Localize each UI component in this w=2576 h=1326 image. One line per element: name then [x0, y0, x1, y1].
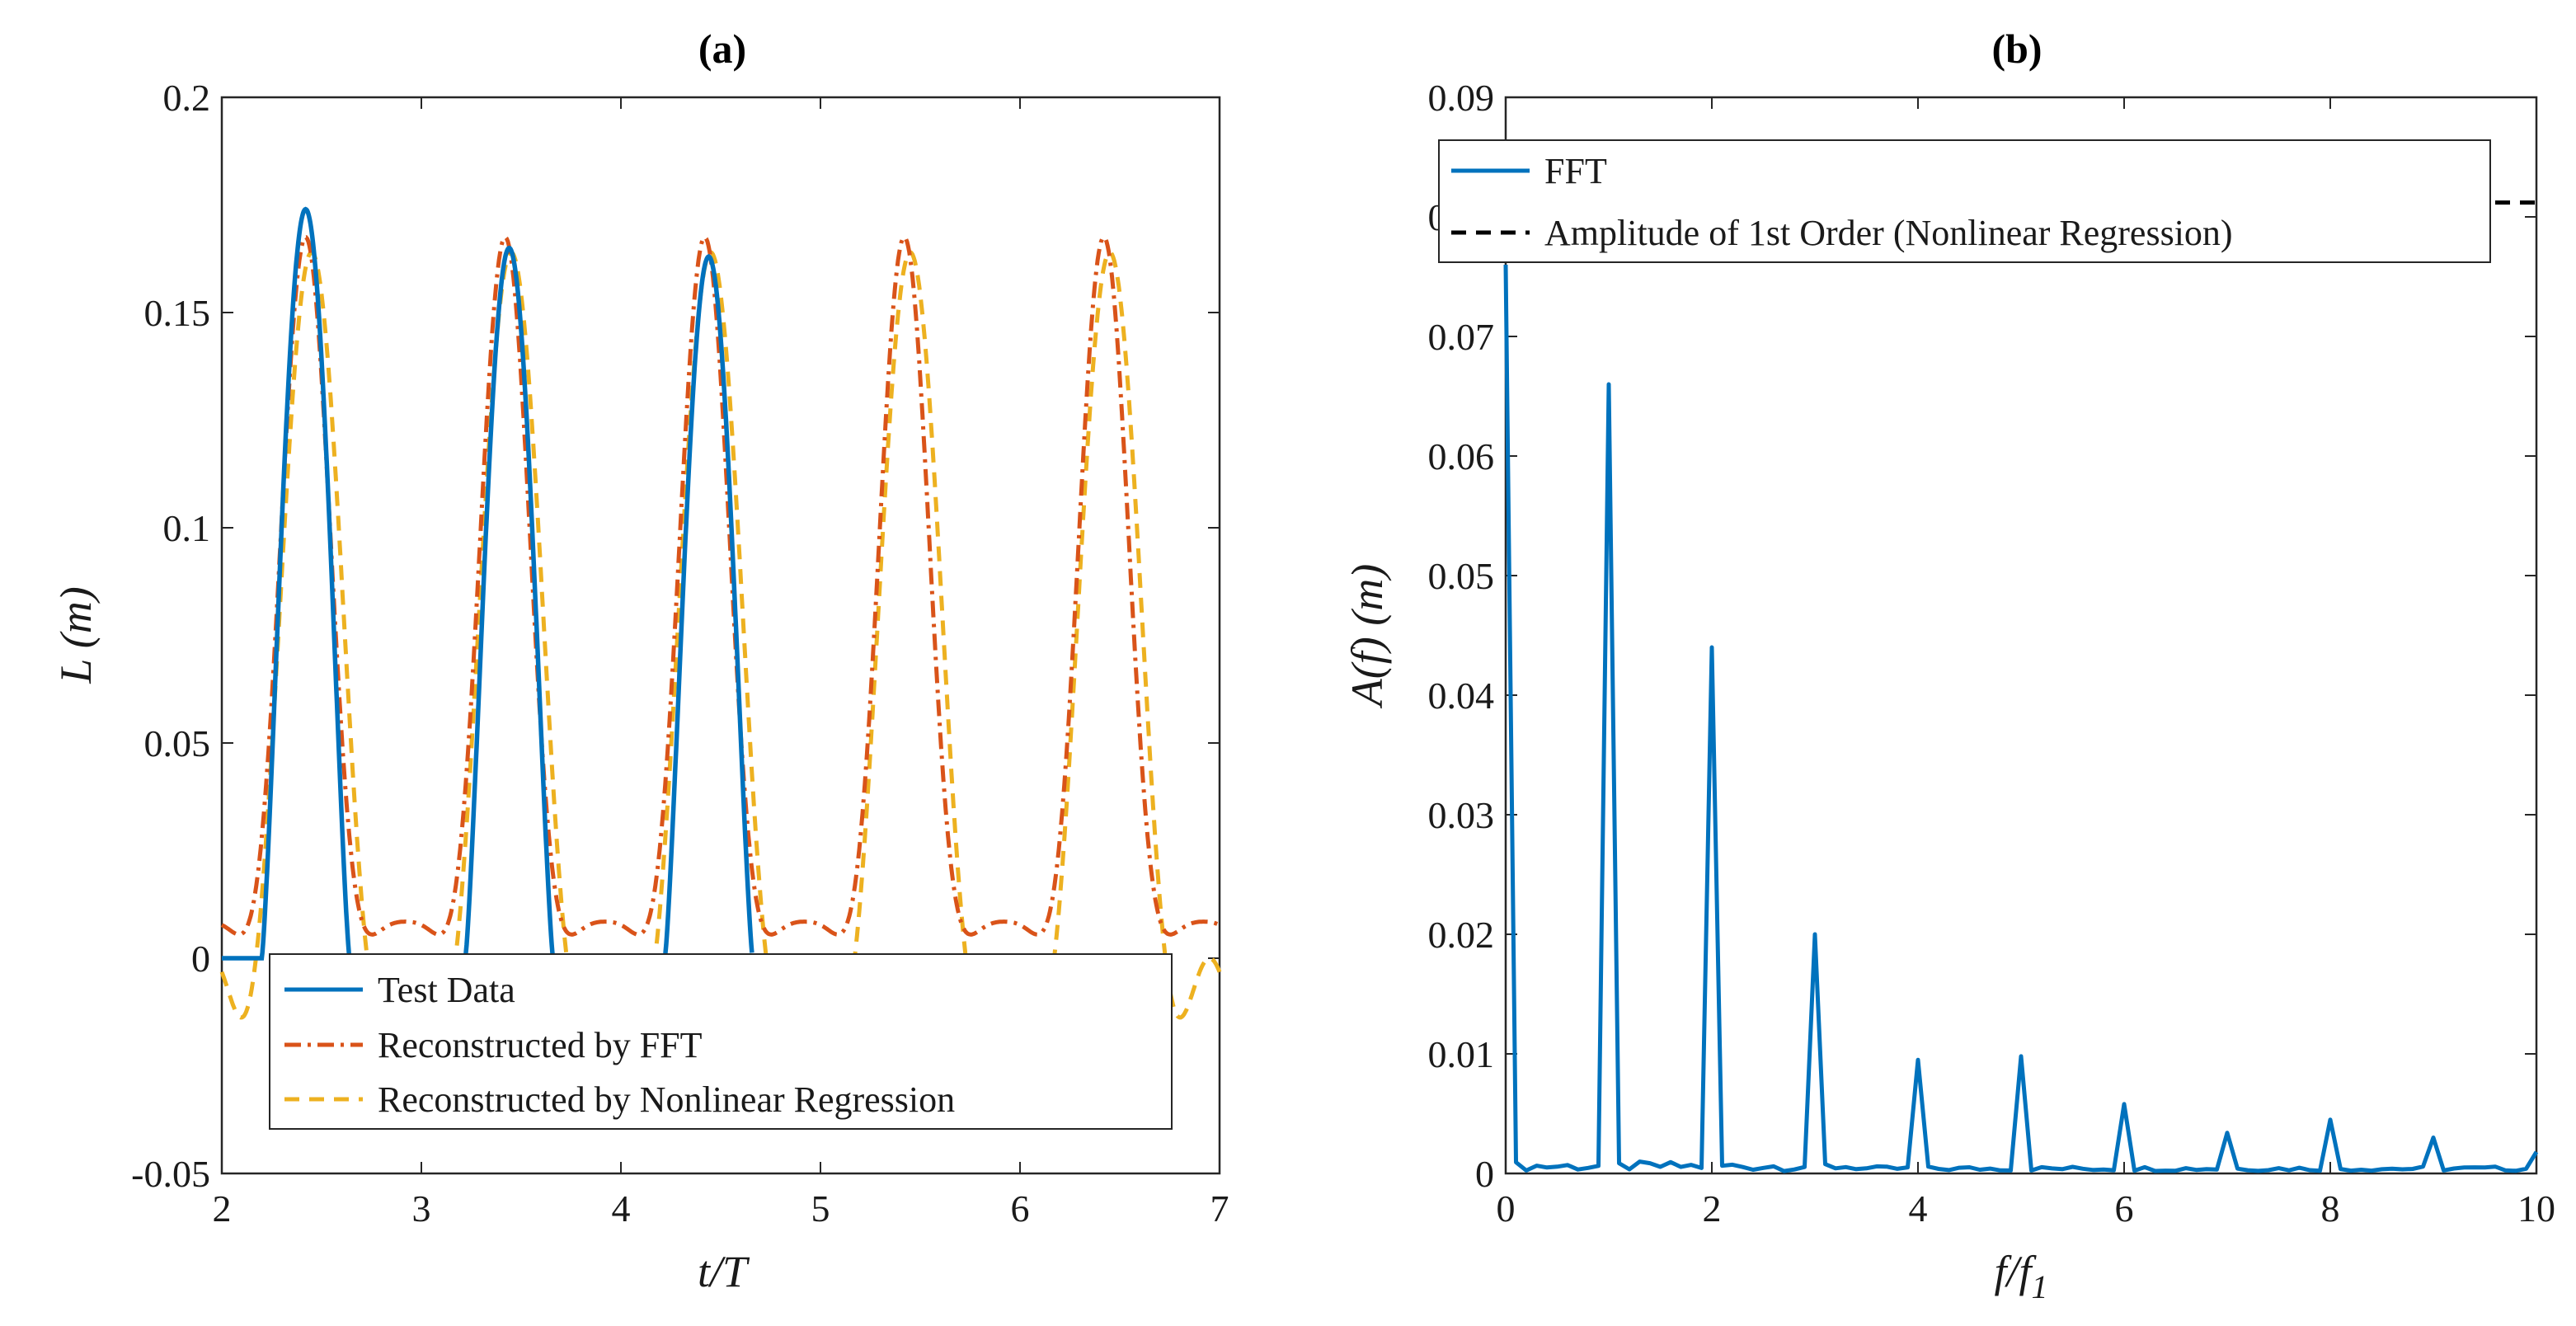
panel-b-ytick-label: 0.06: [1428, 435, 1495, 477]
panel-b-xtick-label: 6: [2115, 1187, 2134, 1230]
panel-b-ytick-label: 0: [1475, 1153, 1494, 1195]
panel-b-xtick-label: 2: [1703, 1187, 1722, 1230]
panel-b-axes-box: [1504, 96, 2538, 1175]
panel-b-xtick-label: 10: [2517, 1187, 2555, 1230]
panel-b-legend-box: [1438, 139, 2491, 263]
panel-a-ylabel: L (m): [51, 586, 101, 684]
panel-b: (b) 0 2 4 6 8 10 0 0.01 0.02 0.03 0.04 0.05 0.06 0.07…: [1342, 26, 2555, 1305]
panel-a-xtick-label: 2: [213, 1187, 232, 1230]
panel-b-ytick-label: 0.07: [1428, 316, 1495, 358]
panel-b-title: (b): [1991, 26, 2042, 72]
panel-a-xtick-label: 7: [1210, 1187, 1229, 1230]
panel-a-title: (a): [698, 26, 746, 72]
legend-label-fft-spectrum: FFT: [1544, 151, 1607, 191]
panel-b-xtick-label: 8: [2321, 1187, 2340, 1230]
panel-b-xlabel: f/f1: [1994, 1247, 2047, 1305]
panel-a-ytick-label: -0.05: [131, 1153, 210, 1195]
legend-label-test-data: Test Data: [378, 970, 515, 1010]
panel-b-xlabel-main: f/f: [1994, 1247, 2037, 1296]
panel-b-xlabel-sub: 1: [2032, 1268, 2048, 1305]
panel-b-ytick-label: 0.01: [1428, 1033, 1495, 1075]
series-line-fft-reconstruction: [220, 235, 1221, 937]
panel-a-xtick-label: 4: [612, 1187, 631, 1230]
panel-a-ytick-label: 0.2: [163, 77, 211, 119]
panel-a-xtick-label: 3: [412, 1187, 431, 1230]
panel-a-legend: Test Data Reconstructed by FFT Reconstru…: [269, 953, 1173, 1130]
panel-b-xtick-label: 0: [1497, 1187, 1516, 1230]
panel-a-ytick-label: 0.05: [144, 722, 211, 764]
panel-a-legend-box: [269, 953, 1173, 1130]
panel-a: (a) 2 3 4 5 6 7 -0.05 0 0.05 0.1 0.15 0.2 t/T L (m)…: [51, 26, 1229, 1296]
panel-a-ytick-label: 0.1: [163, 507, 211, 549]
panel-a-ytick-label: 0.15: [144, 292, 211, 334]
panel-b-ytick-label: 0.09: [1428, 77, 1495, 119]
panel-b-ytick-label: 0.05: [1428, 555, 1495, 597]
panel-b-ytick-label: 0.02: [1428, 914, 1495, 956]
panel-b-xtick-label: 4: [1909, 1187, 1928, 1230]
panel-b-ytick-label: 0.04: [1428, 675, 1495, 717]
panel-b-ylabel: A(f) (m): [1342, 564, 1392, 708]
panel-b-ytick-label: 0.03: [1428, 794, 1495, 836]
panel-b-legend: FFT Amplitude of 1st Order (Nonlinear Re…: [1438, 139, 2491, 263]
legend-label-first-order: Amplitude of 1st Order (Nonlinear Regres…: [1544, 213, 2233, 253]
panel-a-xtick-label: 6: [1011, 1187, 1030, 1230]
legend-label-nonlinear: Reconstructed by Nonlinear Regression: [378, 1079, 955, 1120]
panel-a-xlabel: t/T: [698, 1247, 750, 1296]
legend-label-fft: Reconstructed by FFT: [378, 1025, 703, 1065]
panel-a-ytick-label: 0: [191, 938, 210, 980]
panel-a-xtick-label: 5: [811, 1187, 830, 1230]
